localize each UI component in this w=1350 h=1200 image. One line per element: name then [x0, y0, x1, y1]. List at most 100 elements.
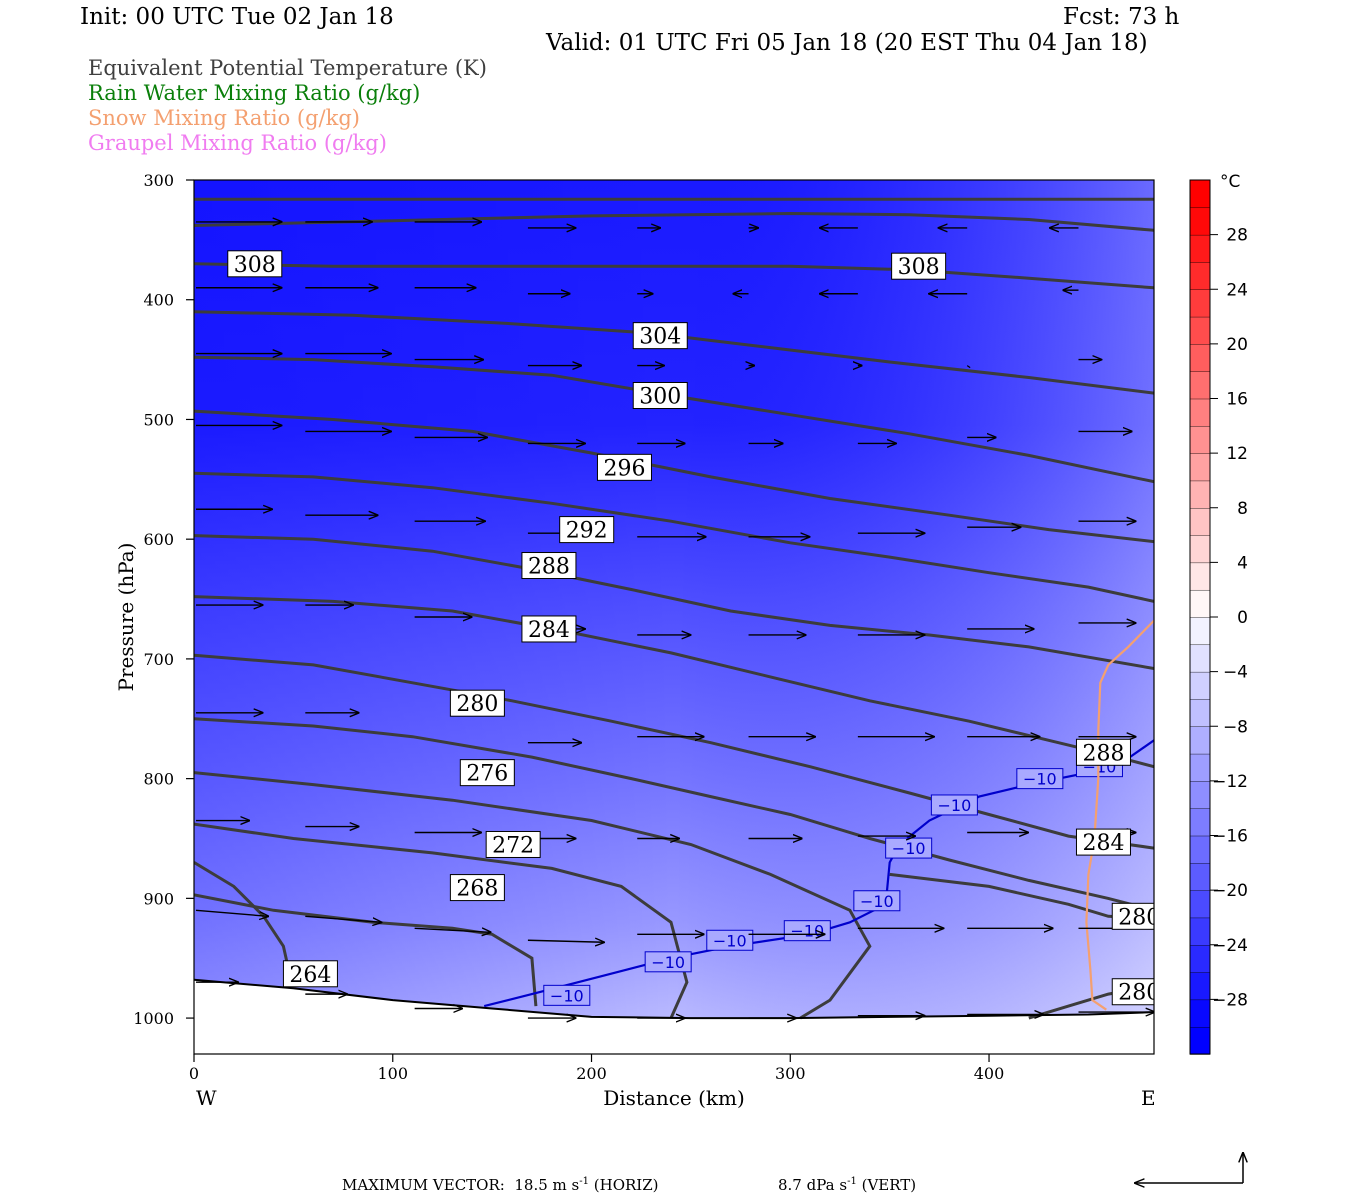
- colorbar-bin: [1189, 862, 1211, 891]
- theta-e-label: 288: [1082, 741, 1124, 766]
- x-axis-label: Distance (km): [603, 1086, 745, 1110]
- colorbar-bin: [1189, 944, 1211, 973]
- isotherm-label: −10: [550, 986, 584, 1005]
- colorbar-bin: [1189, 698, 1211, 727]
- colorbar-tick-label: 0: [1237, 608, 1248, 628]
- theta-e-label-box: [632, 322, 688, 350]
- isotherm-label: −10: [892, 839, 926, 858]
- isotherm-label: −10: [1023, 770, 1057, 789]
- theta-e-label-box: [449, 874, 505, 902]
- snow-mixing-ratio-contour: [1085, 619, 1154, 1011]
- theta-e-label: 292: [566, 519, 608, 544]
- vert-value: 8.7 dPa s: [778, 1176, 848, 1194]
- theta-e-label: 264: [289, 963, 331, 988]
- wind-vector: [305, 915, 381, 922]
- theta-e-label: 280: [456, 692, 498, 717]
- theta-e-label-box: [282, 960, 338, 988]
- y-tick-label: 700: [143, 650, 174, 669]
- vert-tag: (VERT): [861, 1176, 917, 1194]
- vert-exponent: -1: [847, 1176, 857, 1187]
- y-tick-label: 800: [143, 770, 174, 789]
- colorbar-bin: [1189, 207, 1211, 236]
- legend-graupel: Graupel Mixing Ratio (g/kg): [88, 131, 387, 155]
- theta-e-label: 308: [898, 255, 940, 280]
- theta-e-label: 284: [528, 618, 570, 643]
- theta-e-label-box: [521, 615, 577, 643]
- temperature-shading-gradient: [194, 180, 1154, 1054]
- surface-line: [194, 978, 1154, 1020]
- theta-e-label: 304: [639, 325, 681, 350]
- colorbar-bin: [1189, 644, 1211, 673]
- horiz-exponent: -1: [579, 1176, 589, 1187]
- theta-e-label: 268: [456, 877, 498, 902]
- isotherm-label-box: [930, 794, 978, 816]
- colorbar-tick-label: 24: [1226, 280, 1248, 300]
- colorbar-bin: [1189, 261, 1211, 290]
- theta-e-label-box: [521, 552, 577, 580]
- colorbar-bin: [1189, 780, 1211, 809]
- colorbar-bin: [1189, 452, 1211, 482]
- y-tick-label: 600: [143, 530, 174, 549]
- isotherm-label-box: [1016, 768, 1064, 790]
- theta-e-label-box: [1075, 828, 1131, 856]
- colorbar-bin: [1189, 343, 1211, 372]
- forecast-hour: Fcst: 73 h: [1063, 4, 1180, 30]
- theta-e-label-box: [1075, 738, 1131, 766]
- colorbar-bin: [1189, 534, 1211, 564]
- colorbar-bin: [1189, 370, 1211, 400]
- colorbar-bin: [1189, 316, 1211, 345]
- theta-e-label-box: [449, 689, 505, 717]
- theta-e-label-box: [459, 759, 515, 787]
- colorbar-bin: [1189, 1026, 1211, 1055]
- max-vector-vertical: 8.7 dPa s-1 (VERT): [778, 1176, 916, 1194]
- max-vector-horizontal: MAXIMUM VECTOR: 18.5 m s-1 (HORIZ): [342, 1176, 659, 1194]
- colorbar-tick-label: 12: [1226, 444, 1248, 464]
- init-time: Init: 00 UTC Tue 02 Jan 18: [80, 4, 394, 30]
- isotherm-label-box: [853, 890, 901, 912]
- colorbar-bin: [1189, 562, 1211, 591]
- theta-e-label-box: [559, 516, 615, 544]
- colorbar-tick-label: −4: [1223, 663, 1248, 683]
- colorbar-bin: [1189, 289, 1211, 318]
- y-tick-label: 400: [143, 291, 174, 310]
- colorbar-bin: [1189, 671, 1211, 700]
- isotherm-label: −10: [790, 922, 824, 941]
- colorbar-bin: [1189, 234, 1211, 263]
- isotherm-label: −10: [651, 953, 685, 972]
- colorbar-bin: [1189, 753, 1211, 782]
- colorbar-tick-label: 20: [1226, 335, 1248, 355]
- colorbar-tick-label: −16: [1212, 827, 1248, 847]
- colorbar-bin: [1189, 999, 1211, 1028]
- theta-e-contour-308: [194, 262, 1154, 290]
- theta-e-label: 276: [466, 762, 508, 787]
- y-tick-label: 500: [143, 410, 174, 429]
- direction-east: E: [1141, 1086, 1156, 1110]
- legend-rain-water: Rain Water Mixing Ratio (g/kg): [88, 81, 421, 105]
- theta-e-contour-304: [194, 310, 1154, 395]
- colorbar-bin: [1189, 589, 1211, 618]
- colorbar-tick-label: −8: [1223, 717, 1248, 737]
- isotherm-label: −10: [937, 796, 971, 815]
- theta-e-contour-292: [194, 534, 1154, 670]
- x-tick-label: 0: [189, 1064, 199, 1083]
- x-tick-label: 300: [775, 1064, 806, 1083]
- theta-e-contour-288: [194, 595, 1154, 769]
- colorbar-bin: [1189, 971, 1211, 1001]
- theta-e-label: 280: [1118, 905, 1160, 930]
- theta-e-contour-268: [194, 893, 538, 1007]
- theta-e-label-box: [1111, 978, 1154, 1006]
- plot-area: −10−10−10−10−10−10−10−10−10 264268272276…: [194, 180, 1160, 1054]
- theta-e-label-box: [596, 453, 652, 481]
- theta-e-contour-284: [194, 653, 1154, 850]
- colorbar-bin: [1189, 835, 1211, 864]
- theta-e-contour-276: [194, 771, 872, 1020]
- y-tick-label: 1000: [133, 1009, 174, 1028]
- colorbar-tick-label: 4: [1237, 553, 1248, 573]
- theta-e-label: 272: [492, 833, 534, 858]
- colorbar-bin: [1189, 480, 1211, 509]
- theta-e-label: 308: [234, 253, 276, 278]
- wind-vector: [195, 909, 268, 916]
- colorbar-bin: [1189, 917, 1211, 946]
- colorbar-tick-label: −24: [1212, 936, 1248, 956]
